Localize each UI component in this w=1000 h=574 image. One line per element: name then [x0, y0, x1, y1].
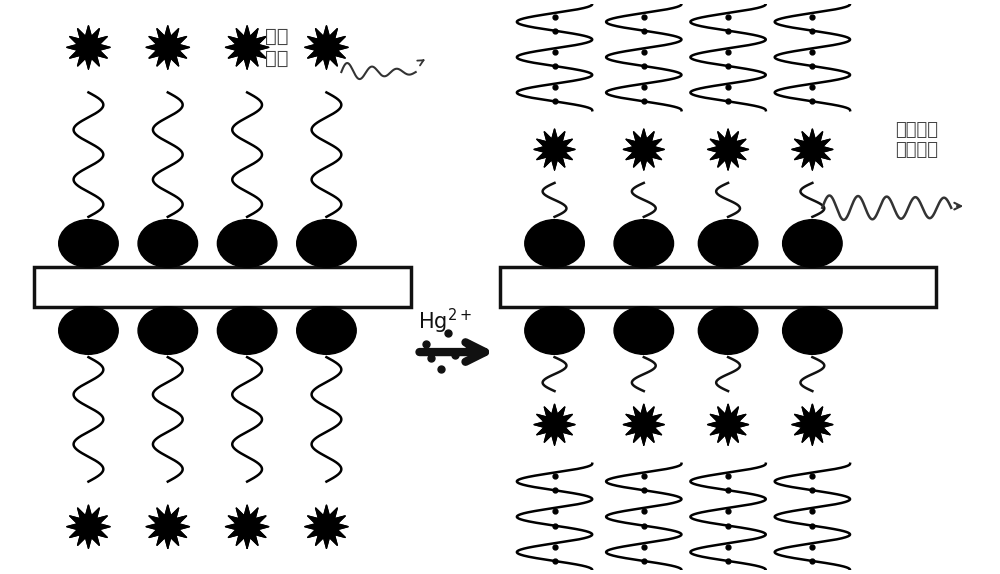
Text: Hg$^{2+}$: Hg$^{2+}$ — [418, 307, 472, 336]
Polygon shape — [305, 505, 348, 548]
Ellipse shape — [297, 220, 356, 267]
Polygon shape — [67, 505, 110, 548]
Ellipse shape — [783, 307, 842, 354]
Ellipse shape — [614, 307, 674, 354]
Ellipse shape — [59, 220, 118, 267]
Bar — [500, 267, 936, 307]
Ellipse shape — [138, 220, 198, 267]
Ellipse shape — [698, 307, 758, 354]
Polygon shape — [792, 129, 833, 170]
Ellipse shape — [525, 220, 584, 267]
Text: 拉曼
信号: 拉曼 信号 — [265, 27, 289, 68]
Ellipse shape — [525, 307, 584, 354]
Ellipse shape — [783, 220, 842, 267]
Polygon shape — [305, 26, 348, 69]
Ellipse shape — [138, 307, 198, 354]
Bar — [34, 267, 411, 307]
Ellipse shape — [217, 220, 277, 267]
Polygon shape — [792, 404, 833, 445]
Text: 表面增强
拉曼信号: 表面增强 拉曼信号 — [895, 121, 938, 160]
Polygon shape — [534, 404, 575, 445]
Polygon shape — [225, 505, 269, 548]
Polygon shape — [225, 26, 269, 69]
Polygon shape — [707, 129, 749, 170]
Ellipse shape — [59, 307, 118, 354]
Polygon shape — [146, 505, 190, 548]
Ellipse shape — [297, 307, 356, 354]
Polygon shape — [146, 26, 190, 69]
Polygon shape — [623, 404, 664, 445]
Polygon shape — [67, 26, 110, 69]
Polygon shape — [623, 129, 664, 170]
Polygon shape — [534, 129, 575, 170]
Ellipse shape — [614, 220, 674, 267]
Polygon shape — [707, 404, 749, 445]
Ellipse shape — [698, 220, 758, 267]
Ellipse shape — [217, 307, 277, 354]
